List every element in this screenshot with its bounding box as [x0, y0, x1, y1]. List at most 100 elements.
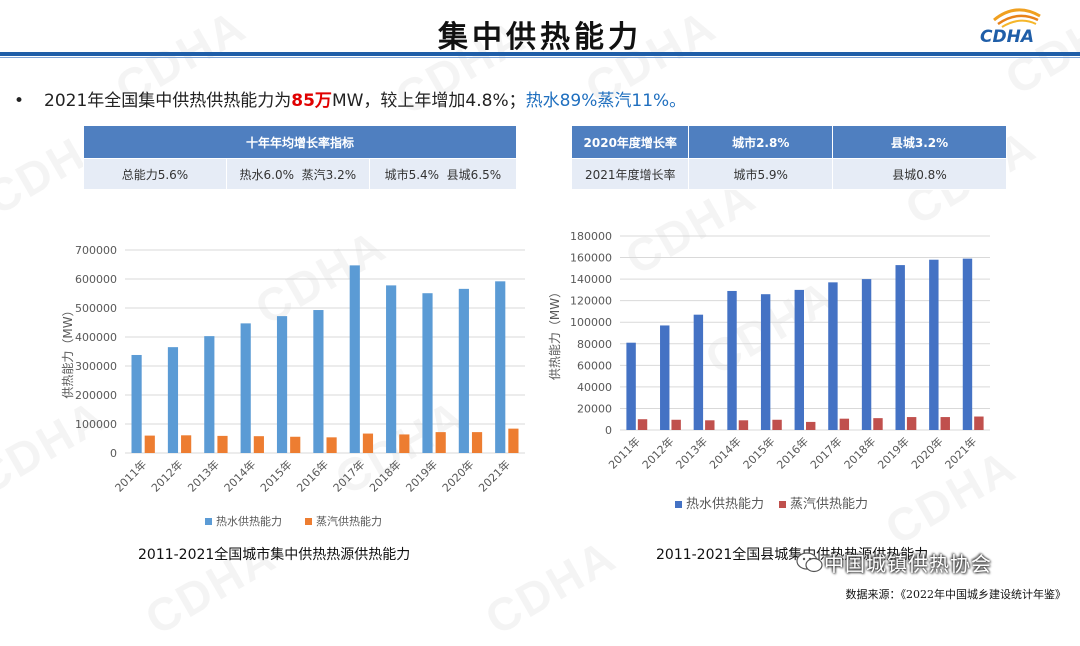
x-tick-label: 2016年 — [294, 457, 331, 494]
logo-text: CDHA — [980, 27, 1034, 46]
bar-hot-water — [861, 279, 872, 430]
y-axis-label: 供热能力（MW） — [61, 304, 75, 398]
bar-hot-water — [962, 258, 973, 430]
bar-hot-water — [167, 347, 179, 453]
wechat-account-name: 中国城镇供热协会 — [824, 552, 992, 576]
y-tick-label: 80000 — [577, 338, 612, 351]
y-tick-label: 40000 — [577, 381, 612, 394]
x-tick-label: 2011年 — [605, 434, 642, 471]
page-title: 集中供热能力 — [438, 20, 642, 55]
summary-prefix: 2021年全国集中供热供热能力为 — [44, 91, 292, 111]
annual-growth-header-year: 2020年度增长率 — [570, 125, 690, 159]
summary-line: • 2021年全国集中供热供热能力为85万MW，较上年增加4.8%；热水89%蒸汽… — [14, 86, 686, 111]
y-tick-label: 700000 — [75, 244, 117, 257]
bar-steam — [772, 419, 782, 430]
x-tick-label: 2014年 — [221, 457, 258, 494]
wechat-icon — [796, 551, 823, 572]
y-tick-label: 60000 — [577, 359, 612, 372]
bar-hot-water — [422, 293, 433, 453]
bar-hot-water — [458, 288, 469, 453]
bar-hot-water — [240, 323, 251, 453]
annual-growth-row-city: 城市5.9% — [688, 158, 833, 190]
bar-hot-water — [929, 259, 939, 430]
y-tick-label: 160000 — [570, 252, 612, 265]
ten-year-growth-table: 十年年均增长率指标 总能力5.6% 热水6.0% 蒸汽3.2% 城市5.4% 县… — [83, 125, 518, 190]
x-tick-label: 2012年 — [148, 457, 185, 494]
y-tick-label: 400000 — [75, 331, 117, 344]
bar-hot-water — [276, 316, 288, 453]
bar-hot-water — [626, 342, 636, 430]
y-tick-label: 300000 — [75, 360, 117, 373]
bar-steam — [181, 435, 192, 453]
data-source-note: 数据来源：《2022年中国城乡建设统计年鉴》 — [845, 588, 1067, 601]
x-tick-label: 2014年 — [706, 434, 743, 471]
bar-steam — [705, 420, 715, 430]
bar-steam — [290, 436, 301, 453]
wechat-account-tag: 中国城镇供热协会 — [796, 548, 992, 577]
bar-steam — [637, 419, 648, 430]
bar-steam — [906, 417, 917, 430]
x-tick-label: 2020年 — [439, 457, 476, 494]
x-tick-label: 2017年 — [330, 457, 367, 494]
y-axis-label: 供热能力（MW） — [548, 286, 562, 380]
y-tick-label: 0 — [110, 447, 117, 460]
bar-hot-water — [204, 336, 215, 453]
growth-cell-region: 城市5.4% 县城6.5% — [368, 158, 518, 190]
x-tick-label: 2011年 — [112, 457, 149, 494]
bar-hot-water — [349, 265, 360, 453]
growth-cell-medium: 热水6.0% 蒸汽3.2% — [225, 158, 370, 190]
county-chart-caption: 2011-2021全国县城集中供热热源供热能力 — [656, 547, 929, 563]
legend-swatch — [305, 518, 312, 525]
bar-hot-water — [386, 285, 397, 453]
annual-growth-header-city: 城市2.8% — [688, 125, 833, 159]
bar-steam — [974, 416, 984, 430]
bar-hot-water — [313, 310, 324, 453]
city-heating-capacity-chart: 0 100000 200000 300000 400000 500000 600000 700… — [61, 244, 525, 528]
x-tick-label: 2021年 — [942, 434, 979, 471]
legend-label: 蒸汽供热能力 — [790, 497, 868, 512]
bar-hot-water — [131, 354, 142, 453]
x-tick-label: 2018年 — [366, 457, 403, 494]
legend-swatch — [205, 518, 212, 525]
y-tick-label: 120000 — [570, 295, 612, 308]
legend-label: 热水供热能力 — [686, 497, 764, 512]
bar-steam — [738, 420, 749, 430]
summary-highlight: 85万 — [291, 91, 332, 111]
bar-hot-water — [693, 314, 704, 430]
bar-steam — [399, 434, 410, 453]
bar-steam — [940, 417, 950, 430]
bar-hot-water — [760, 294, 771, 430]
bar-steam — [326, 437, 337, 453]
annual-growth-header-county: 县城3.2% — [831, 125, 1008, 159]
y-tick-label: 180000 — [570, 230, 612, 243]
x-tick-label: 2020年 — [908, 434, 945, 471]
bar-hot-water — [794, 289, 804, 430]
bar-hot-water — [727, 290, 737, 430]
summary-tail: 热水89%蒸汽11%。 — [525, 91, 687, 111]
legend-label: 蒸汽供热能力 — [316, 514, 382, 528]
x-tick-label: 2018年 — [841, 434, 878, 471]
legend-swatch — [779, 501, 786, 508]
bar-steam — [471, 432, 483, 453]
bar-steam — [362, 433, 374, 453]
x-tick-label: 2013年 — [185, 457, 222, 494]
y-tick-label: 500000 — [75, 302, 117, 315]
bar-steam — [435, 432, 446, 453]
x-tick-label: 2012年 — [639, 434, 676, 471]
county-heating-capacity-chart: 0 20000 40000 60000 80000 100000 120000 140000 1… — [548, 230, 990, 512]
x-tick-label: 2019年 — [875, 434, 912, 471]
x-tick-label: 2021年 — [475, 457, 512, 494]
legend-swatch — [675, 501, 682, 508]
bar-steam — [806, 421, 816, 430]
bar-steam — [839, 418, 850, 430]
bar-hot-water — [895, 265, 905, 430]
cdha-logo-icon: CDHA — [980, 8, 1041, 46]
annual-growth-row-year: 2021年度增长率 — [570, 158, 690, 190]
watermark-text: CDHA — [476, 529, 625, 645]
city-chart-caption: 2011-2021全国城市集中供热热源供热能力 — [138, 547, 411, 563]
x-tick-label: 2016年 — [774, 434, 811, 471]
title-divider — [0, 52, 1080, 56]
bullet: • — [14, 91, 25, 111]
bar-steam — [144, 435, 155, 453]
ten-year-growth-header: 十年年均增长率指标 — [83, 125, 517, 159]
